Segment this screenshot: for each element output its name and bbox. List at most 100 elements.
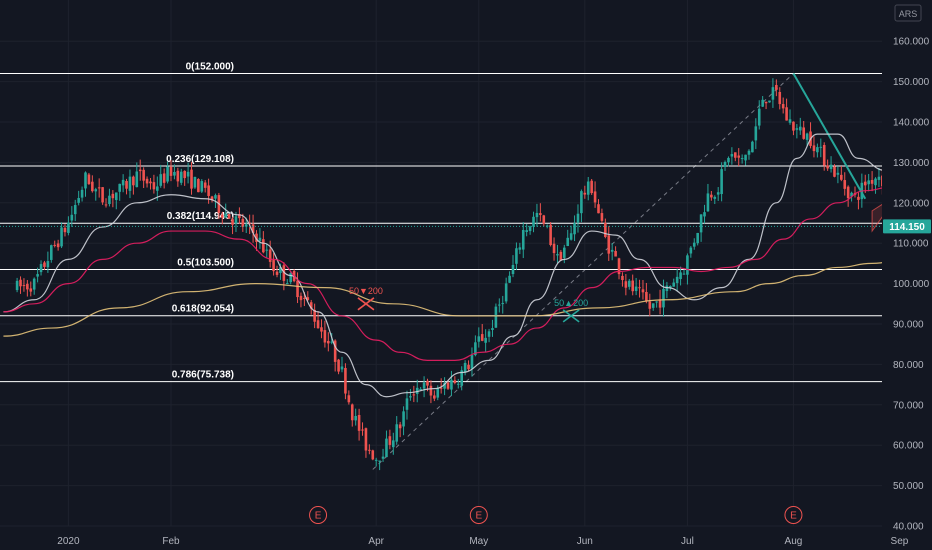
candle-body: [354, 415, 357, 421]
cross-label: 50▲200: [554, 298, 588, 308]
candle-body: [802, 127, 805, 139]
candle-body: [840, 174, 843, 180]
candle-body: [768, 100, 771, 103]
candle-body: [552, 243, 556, 254]
earnings-badge[interactable]: [309, 506, 328, 524]
candle-body: [822, 145, 826, 166]
candle-body: [624, 281, 628, 288]
candle-body: [272, 260, 275, 272]
candle-body: [484, 337, 487, 343]
candle-body: [600, 213, 604, 221]
time-tick-label: Jun: [577, 536, 593, 547]
candle-body: [159, 174, 163, 186]
candle-body: [405, 398, 409, 410]
fib-level-label: 0.786(75.738): [172, 370, 234, 381]
candle-body: [77, 198, 80, 203]
candle-body: [778, 91, 782, 105]
candle-body: [94, 189, 98, 192]
earnings-badge[interactable]: [469, 506, 488, 524]
candle-body: [634, 286, 638, 291]
candle-body: [672, 282, 676, 287]
candle-body: [378, 460, 381, 462]
candle-body: [696, 232, 699, 244]
candle-body: [26, 283, 29, 290]
candle-body: [439, 387, 443, 389]
candle-body: [631, 280, 634, 292]
candle-body: [829, 164, 833, 169]
candle-body: [665, 285, 669, 292]
fib-level-label: 0.236(129.108): [166, 154, 234, 165]
candle-body: [330, 341, 334, 343]
candle-body: [63, 227, 67, 233]
fib-level-label: 0(152.000): [186, 62, 234, 73]
candle-body: [357, 415, 361, 431]
candle-body: [121, 179, 125, 186]
candle-body: [727, 157, 730, 163]
candle-body: [152, 182, 156, 190]
grid-lines: [0, 0, 900, 527]
candle-body: [515, 248, 518, 264]
time-tick-label: Sep: [891, 536, 909, 547]
candle-body: [166, 166, 169, 182]
trendline-down[interactable]: [792, 73, 867, 200]
candle-body: [111, 193, 115, 199]
candlestick-series[interactable]: [15, 78, 932, 471]
earnings-badge[interactable]: [784, 506, 803, 524]
candle-body: [56, 243, 60, 248]
candle-body: [528, 226, 532, 232]
candle-body: [50, 245, 53, 260]
candle-body: [744, 154, 747, 161]
candle-body: [173, 171, 176, 176]
earnings-markers[interactable]: EEEE: [309, 506, 932, 524]
candle-body: [149, 181, 152, 184]
candle-body: [46, 261, 50, 268]
candle-body: [645, 291, 648, 302]
candle-body: [857, 196, 860, 200]
candle-body: [658, 299, 662, 308]
earnings-icon: E: [315, 511, 322, 522]
price-axis[interactable]: ARS 40.000 50.000 60.000 70.000 80.000 90.000…: [882, 0, 932, 550]
candle-body: [70, 214, 74, 221]
candle-body: [101, 187, 104, 203]
candle-body: [231, 219, 234, 225]
candle-body: [788, 119, 792, 123]
candle-body: [593, 191, 597, 203]
candle-body: [350, 404, 354, 421]
candle-body: [734, 152, 737, 158]
candle-body: [576, 213, 580, 223]
candle-body: [501, 303, 505, 305]
candle-body: [648, 301, 652, 309]
candle-body: [521, 229, 525, 250]
candle-body: [494, 306, 498, 328]
candle-body: [675, 276, 679, 284]
candle-body: [833, 166, 836, 177]
fibonacci-retracement[interactable]: 0(152.000) 0.236(129.108) 0.382(114.946) 0.…: [0, 62, 884, 470]
candle-body: [333, 340, 337, 362]
candle-body: [597, 204, 600, 214]
candle-body: [716, 192, 720, 195]
candle-body: [193, 176, 197, 188]
candle-body: [282, 265, 286, 281]
candle-body: [805, 133, 809, 140]
candle-body: [214, 195, 217, 199]
time-axis[interactable]: 2020FebAprMayJunJulAugSepOctNovDec: [57, 536, 932, 547]
candle-body: [720, 169, 723, 195]
candle-body: [248, 223, 251, 225]
candle-body: [850, 192, 853, 197]
fib-level-label: 0.618(92.054): [172, 304, 234, 315]
currency-badge[interactable]: [894, 4, 922, 22]
candle-body: [511, 264, 515, 275]
candle-body: [566, 237, 570, 246]
time-tick-label: Aug: [785, 536, 803, 547]
candle-body: [669, 286, 672, 288]
candle-body: [754, 126, 758, 141]
candle-body: [36, 274, 39, 277]
candle-body: [474, 342, 477, 356]
candle-body: [412, 394, 416, 396]
last-price-marker: 114.150: [0, 219, 931, 234]
candle-body: [398, 424, 402, 429]
candle-body: [710, 194, 713, 198]
candle-body: [545, 225, 549, 227]
candle-body: [67, 222, 70, 233]
